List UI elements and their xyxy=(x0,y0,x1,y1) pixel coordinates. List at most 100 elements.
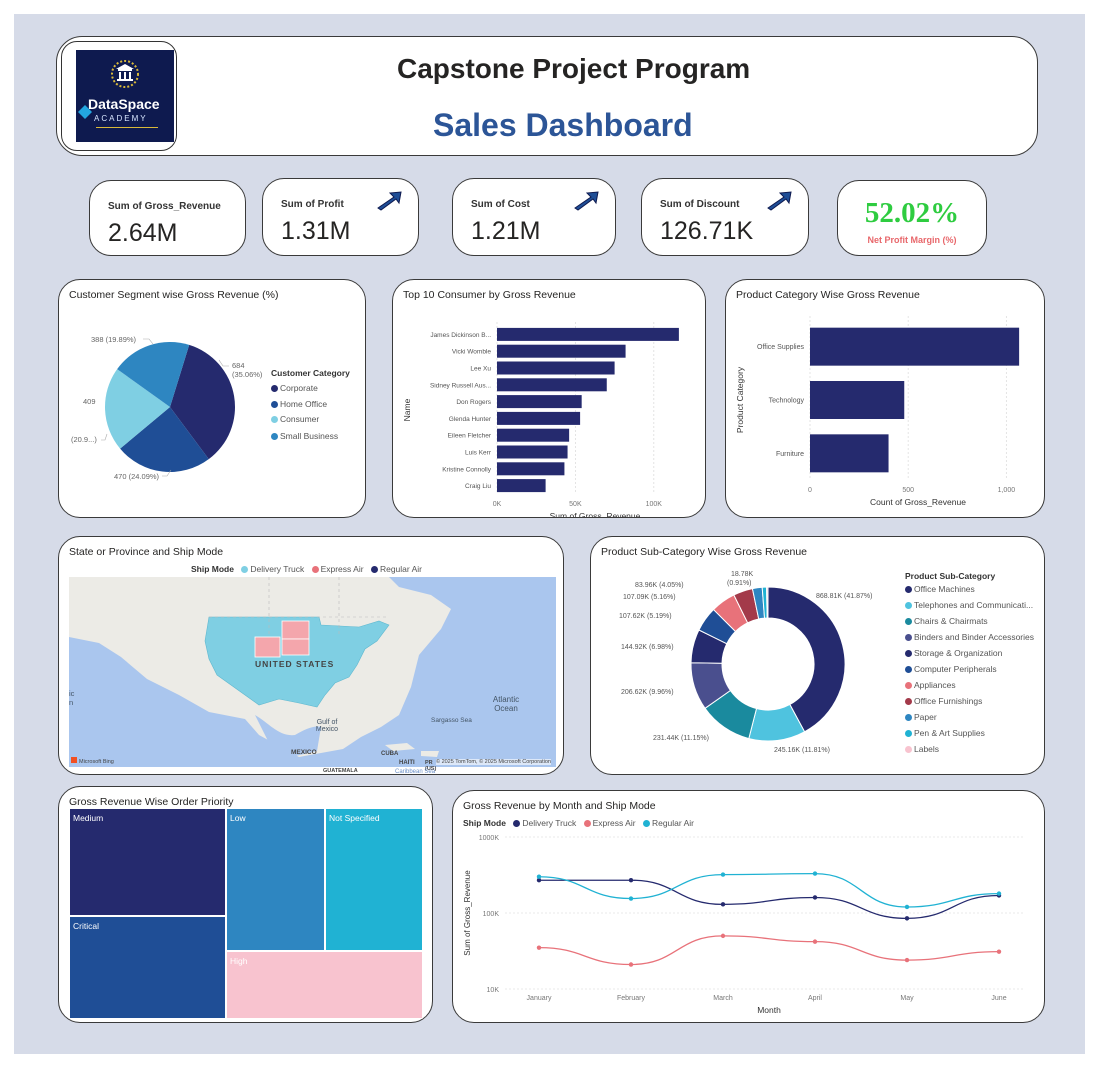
donut-slice[interactable] xyxy=(767,586,846,733)
donut-slice[interactable] xyxy=(766,586,769,619)
category-label: James Dickinson B... xyxy=(430,332,491,339)
data-point[interactable] xyxy=(996,891,1002,896)
legend-item-small-business[interactable]: Small Business xyxy=(271,431,338,441)
legend-item[interactable]: Storage & Organization xyxy=(905,648,1034,664)
legend-item[interactable]: Pen & Art Supplies xyxy=(905,728,1034,744)
subcat-card[interactable]: Product Sub-Category Wise Gross Revenue … xyxy=(590,536,1045,775)
bar[interactable] xyxy=(810,327,1020,366)
bar[interactable] xyxy=(497,462,565,476)
bar[interactable] xyxy=(497,428,570,442)
kpi-label: Sum of Cost xyxy=(471,199,530,210)
bar[interactable] xyxy=(497,378,607,392)
x-tick-label: 1,000 xyxy=(998,487,1016,494)
legend-item[interactable]: Paper xyxy=(905,712,1034,728)
treemap-cell-low[interactable]: Low xyxy=(226,808,325,951)
map-canvas[interactable] xyxy=(59,537,564,775)
legend-item[interactable]: Computer Peripherals xyxy=(905,664,1034,680)
x-tick-label: March xyxy=(713,995,733,1002)
data-point[interactable] xyxy=(536,878,542,883)
legend-swatch xyxy=(905,666,912,673)
legend-item[interactable]: Office Furnishings xyxy=(905,696,1034,712)
data-point[interactable] xyxy=(904,904,910,910)
data-label: 18.78K xyxy=(731,571,754,578)
data-point[interactable] xyxy=(904,957,910,963)
treemap-card[interactable]: Gross Revenue Wise Order Priority Medium… xyxy=(58,786,433,1023)
data-point[interactable] xyxy=(628,896,634,901)
pie-slice-consumer[interactable] xyxy=(105,369,170,449)
category-label: Don Rogers xyxy=(456,399,491,406)
legend-item[interactable]: Appliances xyxy=(905,680,1034,696)
bar[interactable] xyxy=(497,445,568,459)
pie-slice-small-business[interactable] xyxy=(117,342,190,407)
category-label: Glenda Hunter xyxy=(449,416,492,423)
data-point[interactable] xyxy=(720,902,726,907)
data-point[interactable] xyxy=(812,939,818,944)
data-point[interactable] xyxy=(904,916,910,921)
legend-item[interactable]: Chairs & Chairmats xyxy=(905,616,1034,632)
subcat-legend: Office Machines Telephones and Communicat… xyxy=(905,584,1034,760)
series-line-delivery-truck[interactable] xyxy=(539,879,1000,920)
bar[interactable] xyxy=(497,327,679,341)
kpi-cost[interactable]: Sum of Cost 1.21M xyxy=(452,178,616,256)
bar[interactable] xyxy=(497,411,581,425)
series-line-regular-air[interactable] xyxy=(538,872,1000,908)
kpi-net-margin[interactable]: 52.02% Net Profit Margin (%) xyxy=(837,180,987,256)
map-card[interactable]: State or Province and Ship Mode Ship Mod… xyxy=(58,536,564,775)
treemap-cell-high[interactable]: High xyxy=(226,951,423,1019)
legend-item[interactable]: Telephones and Communicati... xyxy=(905,600,1034,616)
data-point[interactable] xyxy=(720,933,726,939)
treemap-cell-critical[interactable]: Critical xyxy=(69,916,226,1019)
legend-item-corporate[interactable]: Corporate xyxy=(271,383,318,393)
monthly-legend: Ship Mode Delivery Truck Express Air Reg… xyxy=(463,818,694,828)
series-line-express-air[interactable] xyxy=(538,935,1000,966)
data-point[interactable] xyxy=(628,962,634,967)
bar[interactable] xyxy=(810,434,889,473)
treemap-cell-medium[interactable]: Medium xyxy=(69,808,226,916)
data-point[interactable] xyxy=(536,945,542,950)
bar[interactable] xyxy=(497,395,582,409)
bar[interactable] xyxy=(497,479,546,493)
legend-item-home-office[interactable]: Home Office xyxy=(271,399,327,409)
data-label: 245.16K (11.81%) xyxy=(774,747,830,754)
treemap-cell-not-specified[interactable]: Not Specified xyxy=(325,808,423,951)
legend-title: Ship Mode xyxy=(463,818,506,828)
bar[interactable] xyxy=(810,381,905,419)
data-label: 107.09K (5.16%) xyxy=(623,594,676,601)
data-label: 684 xyxy=(232,361,245,370)
bar[interactable] xyxy=(497,344,626,358)
legend-item[interactable]: Binders and Binder Accessories xyxy=(905,632,1034,648)
pie-slice-corporate[interactable] xyxy=(170,344,235,460)
category-card[interactable]: Product Category Wise Gross Revenue 0 500… xyxy=(725,279,1045,518)
legend-swatch xyxy=(271,433,278,440)
kpi-label: Sum of Gross_Revenue xyxy=(108,201,221,212)
data-point[interactable] xyxy=(628,878,634,883)
legend-label: Pen & Art Supplies xyxy=(914,728,985,738)
y-axis-title: Sum of Gross_Revenue xyxy=(463,870,472,956)
data-label: 868.81K (41.87%) xyxy=(816,593,872,600)
data-point[interactable] xyxy=(996,949,1002,954)
data-label: 470 (24.09%) xyxy=(114,472,160,481)
data-point[interactable] xyxy=(812,895,818,900)
category-label: Technology xyxy=(769,398,805,405)
legend-label: Paper xyxy=(914,712,937,722)
data-point[interactable] xyxy=(812,871,818,876)
segment-pie-card[interactable]: Customer Segment wise Gross Revenue (%) … xyxy=(58,279,366,518)
kpi-discount[interactable]: Sum of Discount 126.71K xyxy=(641,178,809,256)
data-point[interactable] xyxy=(720,872,726,877)
monthly-line-card[interactable]: Gross Revenue by Month and Ship Mode Shi… xyxy=(452,790,1045,1023)
kpi-profit[interactable]: Sum of Profit 1.31M xyxy=(262,178,419,256)
top10-bar-chart: 0K 50K 100K James Dickinson B... Vicki Wombl… xyxy=(402,322,679,517)
pie-slice-home-office[interactable] xyxy=(120,407,209,472)
legend-item[interactable]: Office Machines xyxy=(905,584,1034,600)
x-tick-label: 100K xyxy=(646,501,663,508)
data-point[interactable] xyxy=(536,874,542,879)
legend-label: Delivery Truck xyxy=(250,564,305,574)
top10-card[interactable]: Top 10 Consumer by Gross Revenue 0K 50K 10… xyxy=(392,279,706,518)
map-attribution: © 2025 TomTom, © 2025 Microsoft Corporat… xyxy=(435,759,551,765)
bar[interactable] xyxy=(497,361,615,375)
kpi-gross-revenue[interactable]: Sum of Gross_Revenue 2.64M xyxy=(89,180,246,256)
legend-item-consumer[interactable]: Consumer xyxy=(271,414,319,424)
legend-item[interactable]: Labels xyxy=(905,744,1034,760)
legend-label: Binders and Binder Accessories xyxy=(914,632,1035,642)
legend-swatch xyxy=(241,566,249,573)
